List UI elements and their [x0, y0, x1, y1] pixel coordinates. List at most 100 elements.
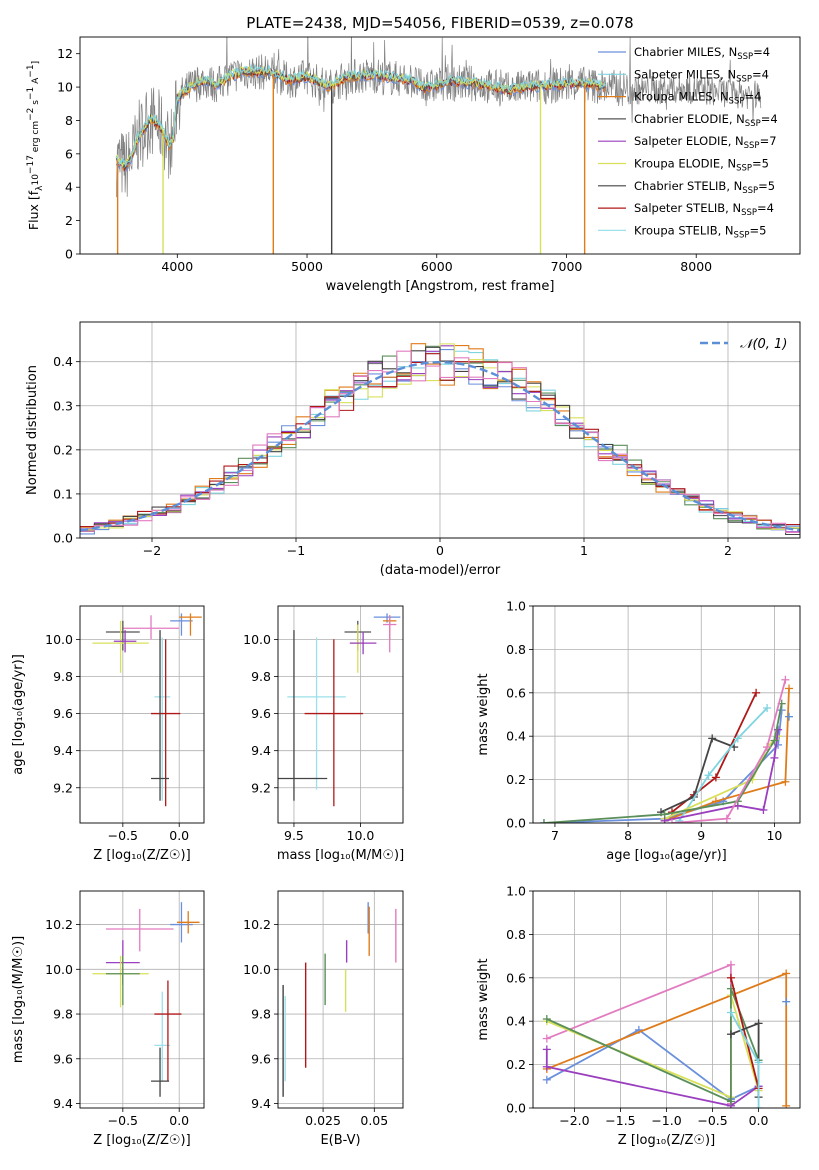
- age_vs_mass-frame: [277, 605, 404, 824]
- mass_vs_ebv-xtick-label: 0.025: [305, 1113, 341, 1128]
- weight_vs_age-series-line: [664, 688, 790, 822]
- residuals-ytick-label: 0.3: [53, 398, 73, 413]
- spectrum-legend-label: Kroupa ELODIE, NSSP=5: [634, 157, 769, 174]
- weight_vs_age-ytick-label: 0.2: [506, 772, 526, 787]
- age_vs_Z-ytick-label: 9.6: [53, 706, 73, 721]
- spectrum-legend-sub: SSP: [737, 52, 753, 62]
- weight_vs_age-frame: [532, 605, 801, 824]
- residuals-xtick-label: −1: [287, 543, 305, 558]
- spectrum-ytick-label: 6: [65, 146, 73, 161]
- weight_vs_Z-xtick-label: −0.5: [697, 1113, 727, 1128]
- weight_vs_Z-frame: [532, 890, 801, 1109]
- mass_vs_ebv-ytick-label: 10.2: [243, 917, 271, 932]
- weight_vs_Z-series-line: [545, 1049, 760, 1107]
- spectrum-legend-label: Chabrier STELIB, NSSP=5: [634, 179, 775, 196]
- spectrum-ylabel-part: erg cm: [31, 121, 41, 155]
- spectrum-axes: 4000 5000 6000 7000 8000 0 2 4 6 8 10 12 wavelength …: [57, 46, 712, 294]
- residuals-axes: −2 −1 0 1 2 0.0 0.1 0.2 0.3 0.4 (data-model)/error…: [25, 322, 800, 578]
- age_vs_mass-ytick-label: 9.8: [251, 669, 271, 684]
- weight_vs_Z-xlabel: Z [log₁₀(Z/Z☉)]: [618, 1133, 715, 1148]
- spectrum-ylabel-part: −1: [26, 87, 36, 100]
- mass_vs_ebv-frame: [277, 890, 404, 1109]
- mass_vs_Z-axes: −0.5 0.0 9.4 9.6 9.8 10.0 10.2 Z [log₁₀(Z/Z☉)] m…: [11, 891, 204, 1148]
- spectrum-ylabel-part: λ: [35, 185, 45, 191]
- mass_vs_ebv-points: [282, 902, 397, 1097]
- mass_vs_ebv-axes: 0.025 0.05 9.4 9.6 9.8 10.0 10.2 E(B-V): [243, 891, 403, 1148]
- weight_vs_age-series-line: [664, 735, 779, 820]
- mass_vs_ebv-xtick-label: 0.05: [360, 1113, 388, 1128]
- spectrum-legend-sub: SSP: [736, 164, 752, 174]
- spectrum-legend-text: Chabrier STELIB, N: [634, 179, 742, 193]
- age_vs_Z-xlabel: Z [log₁₀(Z/Z☉)]: [93, 848, 190, 863]
- mass_vs_Z-frame: [79, 890, 205, 1109]
- spectrum-legend-tail: =4: [753, 45, 770, 59]
- spectrum-ytick-label: 10: [57, 80, 73, 95]
- residuals-xtick-label: 1: [580, 543, 588, 558]
- residuals-ytick-label: 0.4: [53, 354, 73, 369]
- age_vs_mass-xtick-label: 9.5: [284, 828, 304, 843]
- plots-layer: 4000 5000 6000 7000 8000024681012wavelength …: [11, 36, 801, 1148]
- weight_vs_age-series-line: [543, 703, 783, 823]
- weight_vs_age-xlabel: age [log₁₀(age/yr)]: [606, 848, 727, 863]
- age_vs_mass-axes: 9.5 10.0 9.2 9.4 9.6 9.8 10.0 mass [log₁₀(M/M☉)…: [243, 606, 404, 863]
- spectrum-ytick-label: 4: [65, 180, 73, 195]
- weight_vs_Z-series-line: [546, 988, 760, 1103]
- residuals-legend-label: 𝒩(0, 1): [740, 337, 787, 352]
- residuals-frame: [79, 321, 801, 539]
- spectrum-ylabel-part: ]: [31, 61, 41, 65]
- spectrum-legend-tail: =4: [761, 112, 778, 126]
- spectrum-xtick-label: 7000: [551, 259, 583, 274]
- spectrum-legend-tail: =5: [749, 223, 766, 237]
- spectrum-model-line: [115, 64, 606, 167]
- weight_vs_age-series-line: [678, 707, 768, 822]
- age_vs_mass-ytick-label: 9.4: [251, 743, 271, 758]
- residuals-ytick-label: 0.0: [53, 531, 73, 546]
- spectrum-ytick-label: 0: [65, 247, 73, 262]
- spectrum-legend-label: Kroupa STELIB, NSSP=5: [634, 223, 766, 240]
- spectrum-ylabel-part: Flux [f: [26, 190, 41, 230]
- spectrum-legend-label: Salpeter STELIB, NSSP=4: [634, 201, 774, 218]
- age_vs_Z-xtick-label: 0.0: [169, 828, 189, 843]
- spectrum-ylabel-part: −17: [26, 155, 36, 174]
- spectrum-ylabel-part: s: [31, 100, 41, 108]
- weight_vs_age-series-line: [543, 710, 783, 823]
- weight_vs_Z-ytick-label: 0.4: [506, 1014, 526, 1029]
- weight_vs_age-xtick-label: 7: [551, 828, 559, 843]
- spectrum-ylabel-part: A: [31, 77, 41, 87]
- age_vs_Z-ytick-label: 9.2: [53, 780, 73, 795]
- weight_vs_age-xtick-label: 8: [624, 828, 632, 843]
- mass_vs_Z-ytick-label: 9.6: [53, 1051, 73, 1066]
- mass_vs_Z-xtick-label: −0.5: [108, 1113, 138, 1128]
- age_vs_mass-ytick-label: 10.0: [243, 632, 271, 647]
- weight_vs_age-xtick-label: 10: [766, 828, 782, 843]
- spectrum-legend-sub: SSP: [729, 97, 745, 107]
- spectrum-xtick-label: 8000: [680, 259, 712, 274]
- spectrum-legend-text: Kroupa ELODIE, N: [634, 157, 736, 171]
- weight_vs_Z-xtick-label: 0.0: [749, 1113, 769, 1128]
- weight_vs_age-xtick-label: 9: [697, 828, 705, 843]
- weight_vs_age-series-line: [660, 737, 735, 813]
- spectrum-legend-text: Salpeter STELIB, N: [634, 201, 741, 215]
- spectrum-ylabel: Flux [fλ10−17 erg cm−2 s−1 A−1]: [26, 61, 45, 230]
- spectrum-ytick-label: 8: [65, 113, 73, 128]
- weight_vs_age-ytick-label: 1.0: [506, 599, 526, 614]
- weight_vs_Z-series-line: [546, 994, 760, 1099]
- age_vs_Z-ylabel: age [log₁₀(age/yr)]: [11, 654, 26, 775]
- spectrum-legend-label: Salpeter ELODIE, NSSP=7: [634, 134, 777, 151]
- mass_vs_ebv-ytick-label: 9.4: [251, 1096, 271, 1111]
- age_vs_mass-points: [278, 613, 401, 807]
- weight_vs_age-lines: [539, 675, 794, 823]
- age_vs_Z-ytick-label: 9.4: [53, 743, 73, 758]
- weight_vs_age-series-line: [664, 729, 779, 822]
- weight_vs_Z-ylabel: mass weight: [476, 958, 491, 1040]
- spectrum-legend-text: Chabrier MILES, N: [634, 45, 737, 59]
- weight_vs_age-series-line: [671, 692, 757, 813]
- weight_vs_Z-ytick-label: 0.8: [506, 927, 526, 942]
- weight_vs_age-series-line: [671, 679, 787, 823]
- spectrum-legend-label: Chabrier MILES, NSSP=4: [634, 45, 770, 62]
- mass_vs_Z-ytick-label: 10.0: [45, 962, 73, 977]
- spectrum-legend-sub: SSP: [745, 119, 761, 129]
- spectrum-legend-label: Kroupa MILES, NSSP=4: [634, 90, 761, 107]
- spectrum-legend-tail: =4: [752, 67, 769, 81]
